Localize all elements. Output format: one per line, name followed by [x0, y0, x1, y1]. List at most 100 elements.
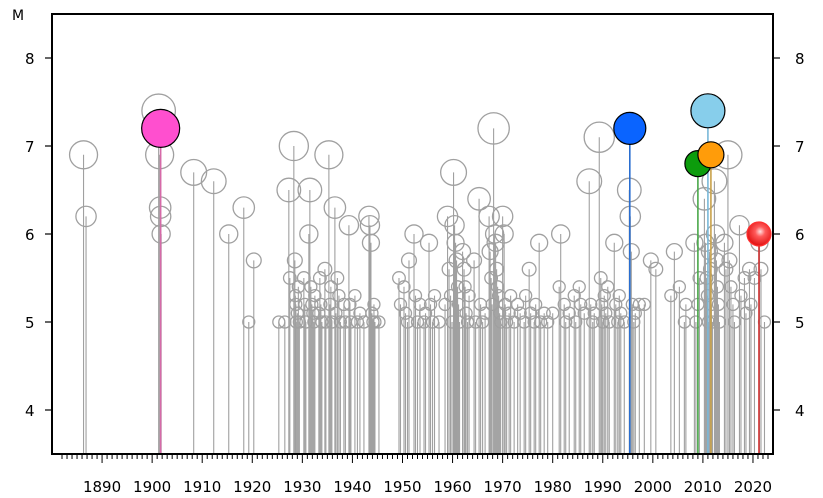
event-point	[734, 288, 748, 303]
event-point	[491, 205, 514, 228]
event-point	[584, 297, 598, 312]
event-point	[599, 306, 613, 320]
event-point	[400, 315, 415, 329]
event-point	[304, 280, 318, 294]
event-point	[484, 271, 499, 285]
event-point	[534, 315, 548, 329]
event-point	[529, 297, 543, 312]
event-point	[242, 315, 256, 329]
event-point	[692, 271, 707, 285]
event-point	[627, 315, 641, 329]
event-point	[338, 214, 360, 236]
event-point	[419, 233, 439, 252]
x-tick-label: 1920	[233, 478, 271, 496]
y-tick-label-right: 4	[795, 402, 805, 420]
event-point	[276, 177, 302, 203]
event-point	[467, 186, 491, 211]
event-point	[329, 306, 343, 320]
event-point	[325, 315, 339, 329]
event-point	[664, 288, 678, 303]
event-point	[595, 297, 609, 312]
event-point	[337, 297, 351, 312]
event-point	[312, 306, 326, 320]
event-point	[440, 158, 468, 186]
event-point	[468, 315, 483, 329]
event-point	[665, 243, 683, 261]
event-point	[289, 297, 303, 312]
event-point	[685, 233, 704, 252]
y-tick-label-left: 5	[25, 314, 35, 332]
highlight-point	[697, 141, 725, 169]
y-tick-label-right: 8	[795, 50, 805, 68]
event-point	[510, 297, 525, 312]
event-point	[312, 271, 327, 285]
event-point	[605, 233, 624, 252]
event-point	[705, 315, 720, 329]
event-point	[297, 177, 323, 203]
event-point	[715, 233, 734, 252]
event-point	[458, 280, 472, 294]
event-point	[513, 306, 527, 320]
highlight-point	[141, 108, 181, 148]
event-point	[427, 288, 442, 303]
x-tick-label: 2000	[634, 478, 672, 496]
event-point	[451, 297, 466, 312]
event-point	[456, 261, 472, 277]
event-point	[75, 205, 97, 228]
event-point	[459, 306, 473, 320]
event-point	[727, 315, 742, 329]
event-point	[368, 315, 382, 329]
event-point	[724, 280, 738, 294]
event-point	[583, 121, 616, 153]
event-point	[753, 261, 769, 277]
event-point	[729, 214, 750, 236]
x-tick-label: 1990	[584, 478, 622, 496]
event-point	[450, 280, 465, 294]
event-point	[180, 158, 208, 186]
event-point	[602, 315, 616, 329]
event-point	[648, 261, 664, 277]
event-point	[232, 196, 256, 219]
event-point	[494, 224, 514, 244]
event-point	[622, 243, 640, 261]
event-point	[478, 306, 492, 320]
x-tick-label: 1940	[333, 478, 371, 496]
event-point	[289, 315, 303, 329]
event-point	[410, 315, 425, 329]
event-point	[423, 297, 438, 312]
event-point	[485, 297, 499, 312]
event-point	[446, 233, 465, 252]
event-point	[701, 168, 728, 195]
event-point	[611, 315, 625, 329]
event-point	[333, 315, 348, 329]
y-tick-label-right: 7	[795, 138, 805, 156]
event-point	[546, 306, 560, 320]
x-tick-label: 1980	[534, 478, 572, 496]
event-point	[448, 252, 465, 269]
event-point	[219, 224, 239, 244]
highlight-point	[690, 93, 726, 129]
event-point	[586, 315, 600, 329]
event-point	[637, 297, 651, 312]
plot-area: 4 4 5 5 6 6 7 7 8 8 1890 1900 1910 1920 1930 1940 1950 19…	[25, 13, 805, 496]
x-tick-label: 2010	[684, 478, 722, 496]
x-tick-label: 1950	[383, 478, 421, 496]
event-point	[317, 261, 333, 277]
event-point	[574, 297, 588, 312]
event-point	[712, 315, 727, 329]
y-tick-label-left: 4	[25, 402, 35, 420]
event-point	[597, 288, 611, 303]
event-point	[330, 271, 345, 285]
event-point	[462, 288, 476, 303]
event-point	[577, 306, 591, 320]
event-point	[452, 315, 467, 329]
y-tick-label-left: 8	[25, 50, 35, 68]
event-point	[397, 280, 411, 294]
event-point	[744, 297, 758, 312]
event-point	[552, 280, 566, 294]
event-point	[642, 252, 659, 269]
event-point	[601, 280, 615, 294]
event-point	[596, 315, 610, 329]
event-point	[521, 261, 537, 277]
